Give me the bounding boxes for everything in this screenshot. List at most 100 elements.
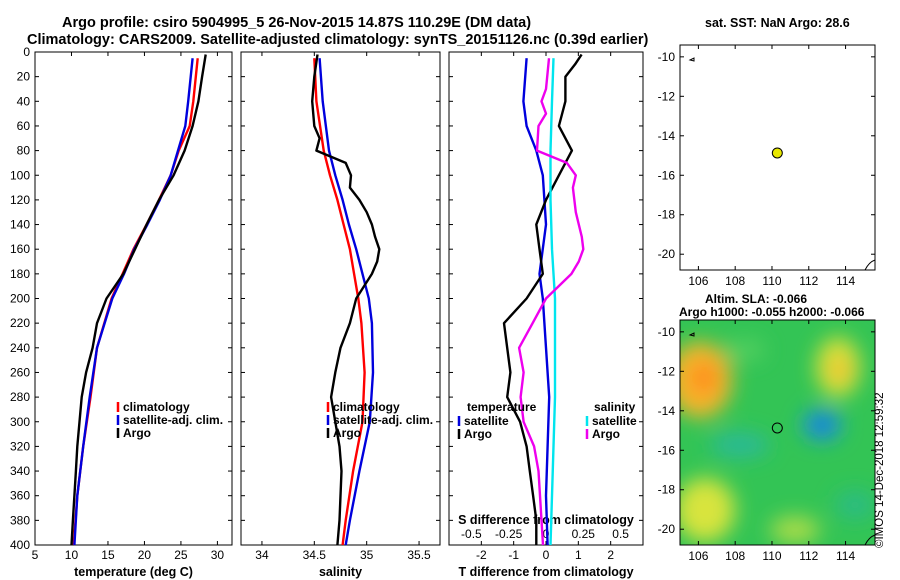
sst-map-lat-label: -20 xyxy=(658,247,676,261)
sla-map-lon-label: 114 xyxy=(836,549,855,563)
difference-tick-label: 1 xyxy=(575,548,582,562)
depth-tick-label: 40 xyxy=(17,94,31,108)
sla-map-argo-position-marker xyxy=(771,422,783,434)
altim-sla-title: Altim. SLA: -0.066 xyxy=(705,292,807,306)
depth-tick-label: 120 xyxy=(10,193,30,207)
salinity-legend-label: climatology xyxy=(333,400,400,414)
depth-tick-label: 280 xyxy=(10,390,30,404)
sst-map-coastline xyxy=(864,259,876,271)
sst-map-panel: 106 108 110 112 114 -10 -12 -14 -16 -18 -20 xyxy=(658,44,876,288)
sla-map-lon-label: 106 xyxy=(688,549,708,563)
difference-temperature-legend-label: Argo xyxy=(464,427,492,441)
sst-map-title: sat. SST: NaN Argo: 28.6 xyxy=(705,16,850,30)
temperature-legend-label: climatology xyxy=(123,400,190,414)
sst-map-lon-label: 108 xyxy=(725,274,745,288)
salinity-tick-label: 35.5 xyxy=(407,548,431,562)
sst-map-lat-label: -12 xyxy=(658,89,676,103)
salinity-axis-label: salinity xyxy=(319,565,362,579)
depth-tick-label: 100 xyxy=(10,168,30,182)
difference-line-salinity-argo xyxy=(517,58,585,546)
depth-tick-label: 240 xyxy=(10,341,30,355)
sla-map-lat-label: -14 xyxy=(658,404,676,418)
difference-salinity-legend-label: satellite xyxy=(592,414,637,428)
sst-map-lon-label: 106 xyxy=(688,274,708,288)
sla-map-lon-label: 108 xyxy=(725,549,745,563)
depth-tick-label: 60 xyxy=(17,119,31,133)
depth-tick-label: 360 xyxy=(10,489,30,503)
salinity-line-argo xyxy=(311,54,381,546)
depth-tick-label: 300 xyxy=(10,415,30,429)
salinity-difference-tick-label: -0.25 xyxy=(495,527,523,541)
difference-tick-label: 2 xyxy=(607,548,614,562)
sst-map-lon-label: 110 xyxy=(762,274,781,288)
temperature-tick-label: 10 xyxy=(65,548,79,562)
salinity-tick-label: 35 xyxy=(360,548,374,562)
salinity-legend-label: Argo xyxy=(333,426,361,440)
sst-map-axes xyxy=(679,44,876,271)
difference-tick-label: -1 xyxy=(508,548,519,562)
salinity-tick-label: 34 xyxy=(255,548,269,562)
difference-axis-label: T difference from climatology xyxy=(458,565,633,579)
depth-tick-label: 340 xyxy=(10,464,30,478)
sst-map-lat-label: -14 xyxy=(658,129,676,143)
salinity-legend-title: salinity xyxy=(594,400,636,414)
sla-heatmap xyxy=(680,320,875,545)
temperature-tick-label: 15 xyxy=(101,548,115,562)
sst-map-island-outline xyxy=(688,57,695,62)
sla-map-axes xyxy=(679,319,876,546)
depth-tick-label: 400 xyxy=(10,538,30,552)
sla-high-anomaly xyxy=(680,478,735,542)
temperature-line-climatology xyxy=(72,58,199,546)
depth-tick-label: 140 xyxy=(10,218,30,232)
sla-map-lon-label: 110 xyxy=(762,549,781,563)
sst-map-lat-label: -16 xyxy=(658,168,676,182)
depth-tick-label: 320 xyxy=(10,439,30,453)
depth-tick-label: 160 xyxy=(10,242,30,256)
salinity-difference-tick-label: -0.5 xyxy=(461,527,482,541)
imos-credit: ©IMOS 14-Dec-2018 12:59:32 xyxy=(874,392,886,548)
difference-temperature-legend-label: satellite xyxy=(464,414,509,428)
depth-tick-label: 180 xyxy=(10,267,30,281)
sst-map-lon-label: 114 xyxy=(836,274,855,288)
temperature-line-argo xyxy=(70,54,207,546)
temperature-legend-title: temperature xyxy=(467,400,537,414)
sla-high-anomaly-core xyxy=(690,362,718,394)
difference-panel: -2 -1 0 1 2-0.5 -0.25 0 0.25 0.5S difference fro… xyxy=(448,51,644,579)
sla-map-lat-label: -20 xyxy=(658,522,676,536)
sla-map-coastline xyxy=(864,534,876,546)
sst-map-lon-label: 112 xyxy=(799,274,818,288)
depth-tick-label: 260 xyxy=(10,365,30,379)
temperature-tick-label: 20 xyxy=(138,548,152,562)
sla-map-panel: 106 108 110 112 114 -10 -12 -14 -16 -18 -20 xyxy=(658,319,876,563)
depth-tick-label: 380 xyxy=(10,513,30,527)
figure-title-line2: Climatology: CARS2009. Satellite-adjuste… xyxy=(27,32,648,48)
sst-map-lat-label: -10 xyxy=(658,50,676,64)
temperature-line-satellite-adj-clim- xyxy=(73,58,194,546)
sla-low-anomaly xyxy=(710,433,770,457)
sla-low-anomaly-core xyxy=(814,418,830,432)
temperature-legend-label: satellite-adj. clim. xyxy=(123,413,223,427)
depth-tick-label: 20 xyxy=(17,70,31,84)
depth-tick-label: 200 xyxy=(10,292,30,306)
temperature-axes xyxy=(34,51,233,546)
difference-tick-label: 0 xyxy=(543,548,550,562)
difference-line-temperature-satellite xyxy=(522,58,551,546)
salinity-legend-label: satellite-adj. clim. xyxy=(333,413,433,427)
salinity-line-climatology xyxy=(313,58,366,546)
difference-tick-label: -2 xyxy=(476,548,487,562)
salinity-tick-label: 34.5 xyxy=(303,548,327,562)
temperature-tick-label: 25 xyxy=(174,548,188,562)
sla-map-island-outline xyxy=(688,332,695,337)
depth-tick-label: 220 xyxy=(10,316,30,330)
temperature-axis-label: temperature (deg C) xyxy=(74,565,193,579)
sla-map-lat-label: -10 xyxy=(658,325,676,339)
salinity-difference-tick-label: 0.5 xyxy=(612,527,629,541)
salinity-difference-tick-label: 0.25 xyxy=(572,527,596,541)
sst-map-lat-label: -18 xyxy=(658,208,676,222)
sla-low-anomaly xyxy=(835,491,875,519)
sla-high-anomaly-core xyxy=(830,358,850,382)
salinity-line-satellite-adj-clim- xyxy=(318,58,375,546)
temperature-tick-label: 30 xyxy=(211,548,225,562)
sla-mid-anomaly xyxy=(770,516,820,544)
temperature-tick-label: 5 xyxy=(32,548,39,562)
